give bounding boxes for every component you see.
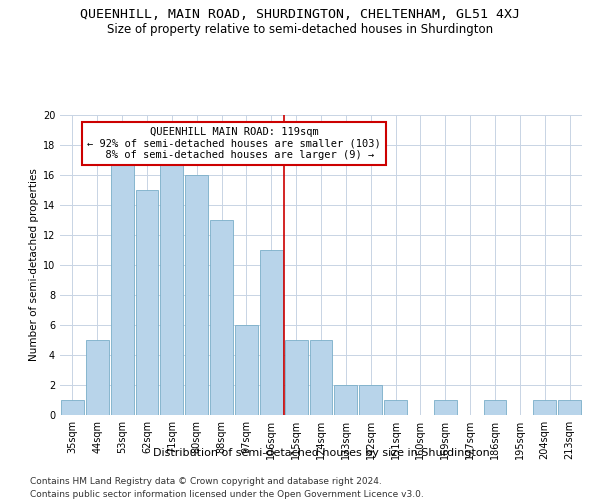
Bar bbox=[86, 340, 109, 415]
Bar bbox=[285, 340, 308, 415]
Text: Contains HM Land Registry data © Crown copyright and database right 2024.: Contains HM Land Registry data © Crown c… bbox=[30, 478, 382, 486]
Bar bbox=[533, 400, 556, 415]
Bar bbox=[111, 160, 134, 415]
Bar bbox=[61, 400, 84, 415]
Text: Size of property relative to semi-detached houses in Shurdington: Size of property relative to semi-detach… bbox=[107, 22, 493, 36]
Bar bbox=[384, 400, 407, 415]
Text: QUEENHILL, MAIN ROAD, SHURDINGTON, CHELTENHAM, GL51 4XJ: QUEENHILL, MAIN ROAD, SHURDINGTON, CHELT… bbox=[80, 8, 520, 20]
Bar bbox=[434, 400, 457, 415]
Text: QUEENHILL MAIN ROAD: 119sqm
← 92% of semi-detached houses are smaller (103)
  8%: QUEENHILL MAIN ROAD: 119sqm ← 92% of sem… bbox=[87, 127, 381, 160]
Bar bbox=[484, 400, 506, 415]
Bar bbox=[260, 250, 283, 415]
Bar bbox=[136, 190, 158, 415]
Text: Distribution of semi-detached houses by size in Shurdington: Distribution of semi-detached houses by … bbox=[152, 448, 490, 458]
Bar bbox=[185, 175, 208, 415]
Bar bbox=[210, 220, 233, 415]
Bar bbox=[558, 400, 581, 415]
Bar bbox=[310, 340, 332, 415]
Bar bbox=[160, 160, 183, 415]
Bar bbox=[235, 325, 258, 415]
Bar bbox=[334, 385, 357, 415]
Text: Contains public sector information licensed under the Open Government Licence v3: Contains public sector information licen… bbox=[30, 490, 424, 499]
Bar bbox=[359, 385, 382, 415]
Y-axis label: Number of semi-detached properties: Number of semi-detached properties bbox=[29, 168, 38, 362]
